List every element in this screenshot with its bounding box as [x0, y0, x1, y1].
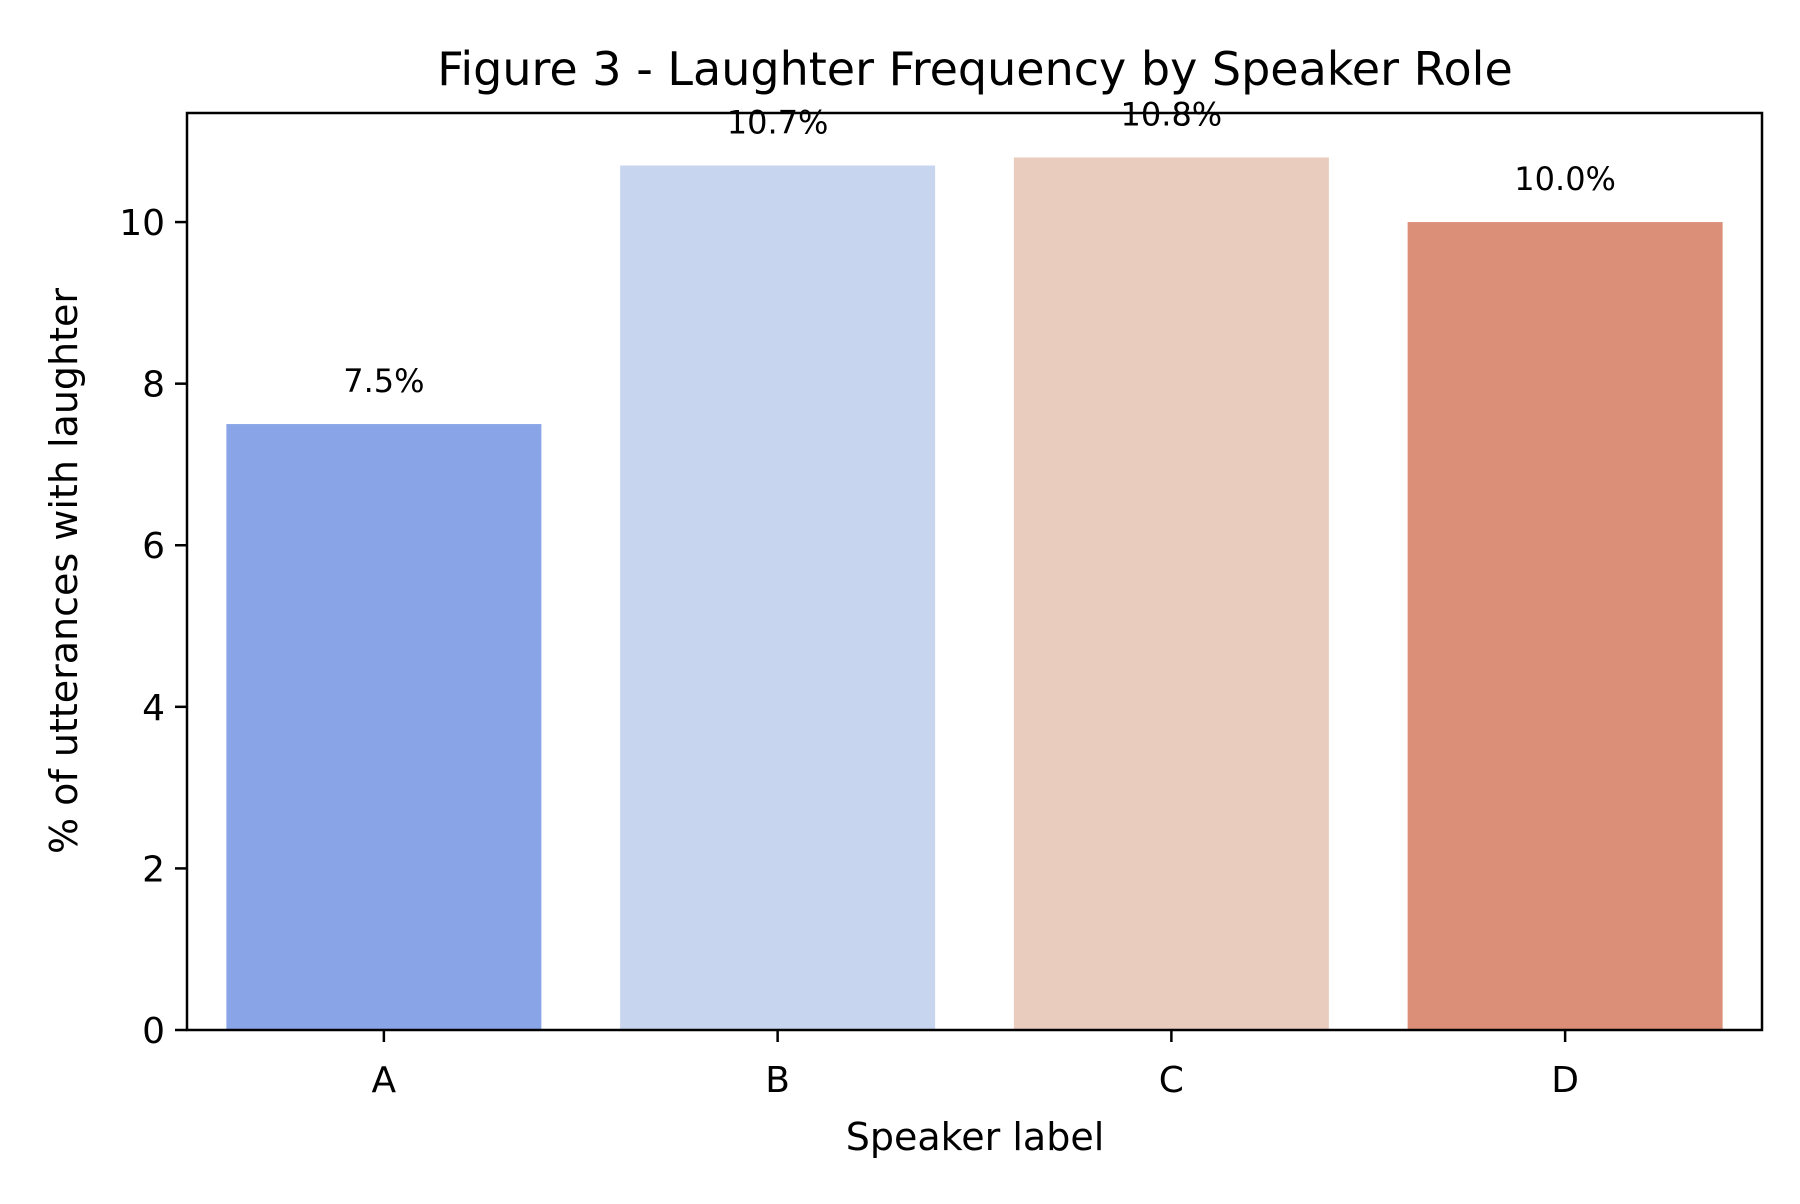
- y-axis: 0 2 4 6 8 10: [119, 203, 187, 1052]
- data-labels-group: 7.5% 10.7% 10.8% 10.0%: [343, 95, 1616, 400]
- y-tick-label-8: 8: [142, 365, 165, 406]
- y-axis-label: % of utterances with laughter: [42, 288, 86, 854]
- x-axis-label: Speaker label: [846, 1115, 1105, 1159]
- data-label-d: 10.0%: [1514, 160, 1616, 198]
- x-tick-label-c: C: [1159, 1060, 1184, 1101]
- bar-d: [1407, 222, 1723, 1030]
- bar-a: [226, 424, 542, 1030]
- x-tick-label-d: D: [1551, 1060, 1579, 1101]
- data-label-a: 7.5%: [343, 362, 424, 400]
- bars-group: [226, 157, 1723, 1031]
- x-tick-label-a: A: [372, 1060, 397, 1101]
- data-label-b: 10.7%: [727, 104, 829, 142]
- data-label-c: 10.8%: [1121, 95, 1223, 133]
- y-tick-label-0: 0: [142, 1011, 165, 1052]
- x-tick-label-b: B: [765, 1060, 790, 1101]
- y-tick-label-6: 6: [142, 526, 165, 567]
- chart-title: Figure 3 - Laughter Frequency by Speaker…: [437, 42, 1513, 96]
- x-axis: A B C D: [372, 1030, 1579, 1101]
- y-tick-label-4: 4: [142, 688, 165, 729]
- bar-c: [1013, 157, 1329, 1030]
- plot-frame: [185, 111, 1764, 1032]
- y-tick-label-10: 10: [119, 203, 165, 244]
- bar-b: [620, 165, 936, 1031]
- y-tick-label-2: 2: [142, 849, 165, 890]
